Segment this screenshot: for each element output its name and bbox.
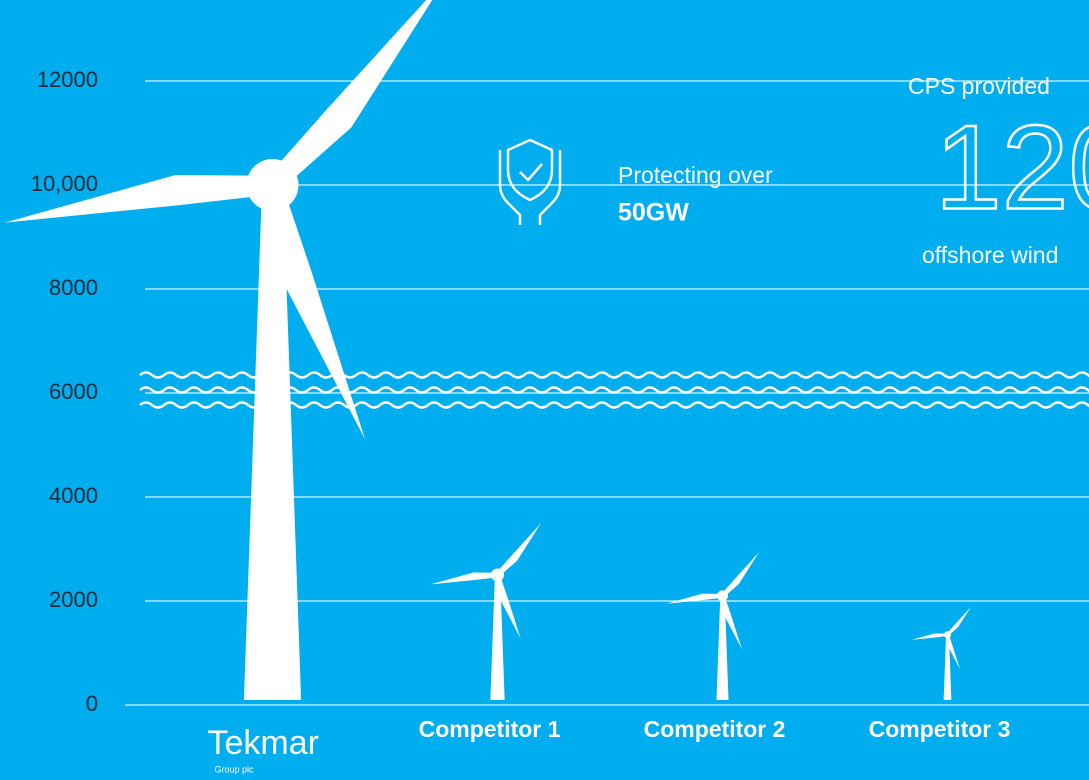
- logo-subtitle: Group plc: [215, 764, 255, 774]
- x-tick-label: Competitor 1: [419, 716, 561, 742]
- y-tick-label: 8000: [49, 275, 98, 300]
- wave: [139, 371, 1089, 379]
- annotation: CPS provided: [908, 73, 1050, 99]
- turbine-blade: [720, 552, 760, 598]
- y-tick-label: 0: [86, 691, 98, 716]
- turbine-blade: [666, 593, 723, 604]
- turbine-blade: [263, 181, 365, 440]
- y-tick-label: 2000: [49, 587, 98, 612]
- y-tick-label: 4000: [49, 483, 98, 508]
- x-tick-label: Competitor 3: [869, 716, 1011, 742]
- turbine-blade: [430, 572, 498, 585]
- annotation: offshore wind: [922, 242, 1058, 268]
- x-tick-label: Competitor 2: [644, 716, 786, 742]
- turbine-blade: [720, 595, 742, 650]
- annotation: Protecting over: [618, 162, 773, 188]
- turbine-tower: [243, 185, 302, 700]
- turbine-blade: [4, 174, 274, 223]
- turbine-tower: [943, 634, 952, 700]
- annotation-value: 50GW: [618, 199, 689, 227]
- turbine-blade: [911, 633, 948, 640]
- turbine-tower: [716, 595, 729, 700]
- turbine-blade: [946, 634, 960, 670]
- turbine-hub: [943, 631, 952, 639]
- y-tick-label: 6000: [49, 379, 98, 404]
- turbine-tower: [490, 575, 505, 700]
- y-tick-label: 12000: [37, 67, 98, 92]
- turbine-hub: [717, 590, 728, 602]
- turbine-blade: [946, 606, 971, 636]
- wave: [139, 401, 1089, 409]
- big-number: 120: [935, 101, 1089, 235]
- turbine-blade: [495, 523, 541, 577]
- y-tick-label: 10,000: [31, 171, 98, 196]
- turbine-blade: [495, 574, 521, 639]
- turbine-blade: [265, 0, 433, 192]
- turbine-hub: [491, 568, 504, 582]
- turbine-hub: [246, 159, 299, 211]
- logo: Tekmar: [208, 724, 319, 762]
